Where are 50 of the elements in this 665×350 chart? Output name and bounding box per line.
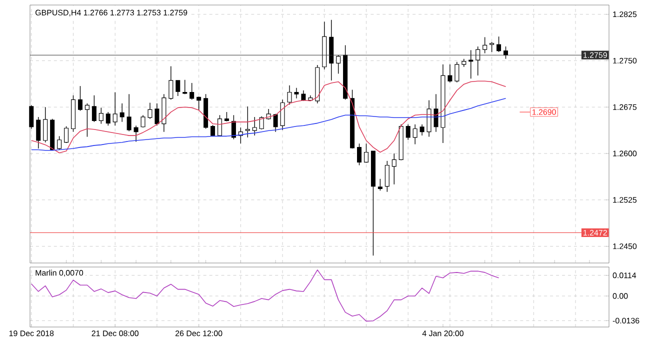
candlestick [176,80,180,96]
candlestick [357,143,362,166]
candlestick [134,125,138,142]
candlestick [364,143,368,164]
candlestick [98,107,104,124]
candlestick [120,103,124,122]
candlestick [43,106,48,143]
candlestick [496,36,502,52]
candlestick [434,94,438,132]
candlestick [468,50,474,79]
candlestick [57,136,62,150]
candlestick [182,80,188,94]
candlestick [476,46,480,76]
candlestick [154,103,160,126]
candlestick [420,124,424,136]
candlestick [148,102,152,120]
candlestick [190,82,194,100]
candlestick [406,124,410,140]
candlestick [245,106,250,138]
candlestick [252,116,257,136]
candlestick [336,54,341,74]
candlestick [294,88,299,99]
candlestick [112,92,118,126]
candlestick [448,64,452,83]
candlestick [454,62,460,83]
candlestick [482,36,488,54]
candlestick [78,86,82,112]
candlestick [84,103,90,138]
candlestick [490,42,494,52]
candlestick [224,112,229,122]
candlestick [36,116,41,149]
candlestick [378,178,382,191]
candlestick [287,85,292,105]
candlestick [168,66,174,100]
candlestick [196,96,202,111]
candlestick [64,126,69,144]
candlestick [301,90,306,102]
candlestick [384,160,390,192]
candlestick [29,104,34,130]
candlestick [412,124,418,145]
candlestick [426,100,432,138]
candlestick [392,153,396,185]
candlestick [259,116,264,130]
line-series [31,270,500,322]
candlestick [140,114,146,128]
candlestick [280,99,285,130]
candlestick [504,46,508,60]
candlestick [126,94,132,132]
candlestick [92,94,96,122]
candlestick [106,112,110,126]
